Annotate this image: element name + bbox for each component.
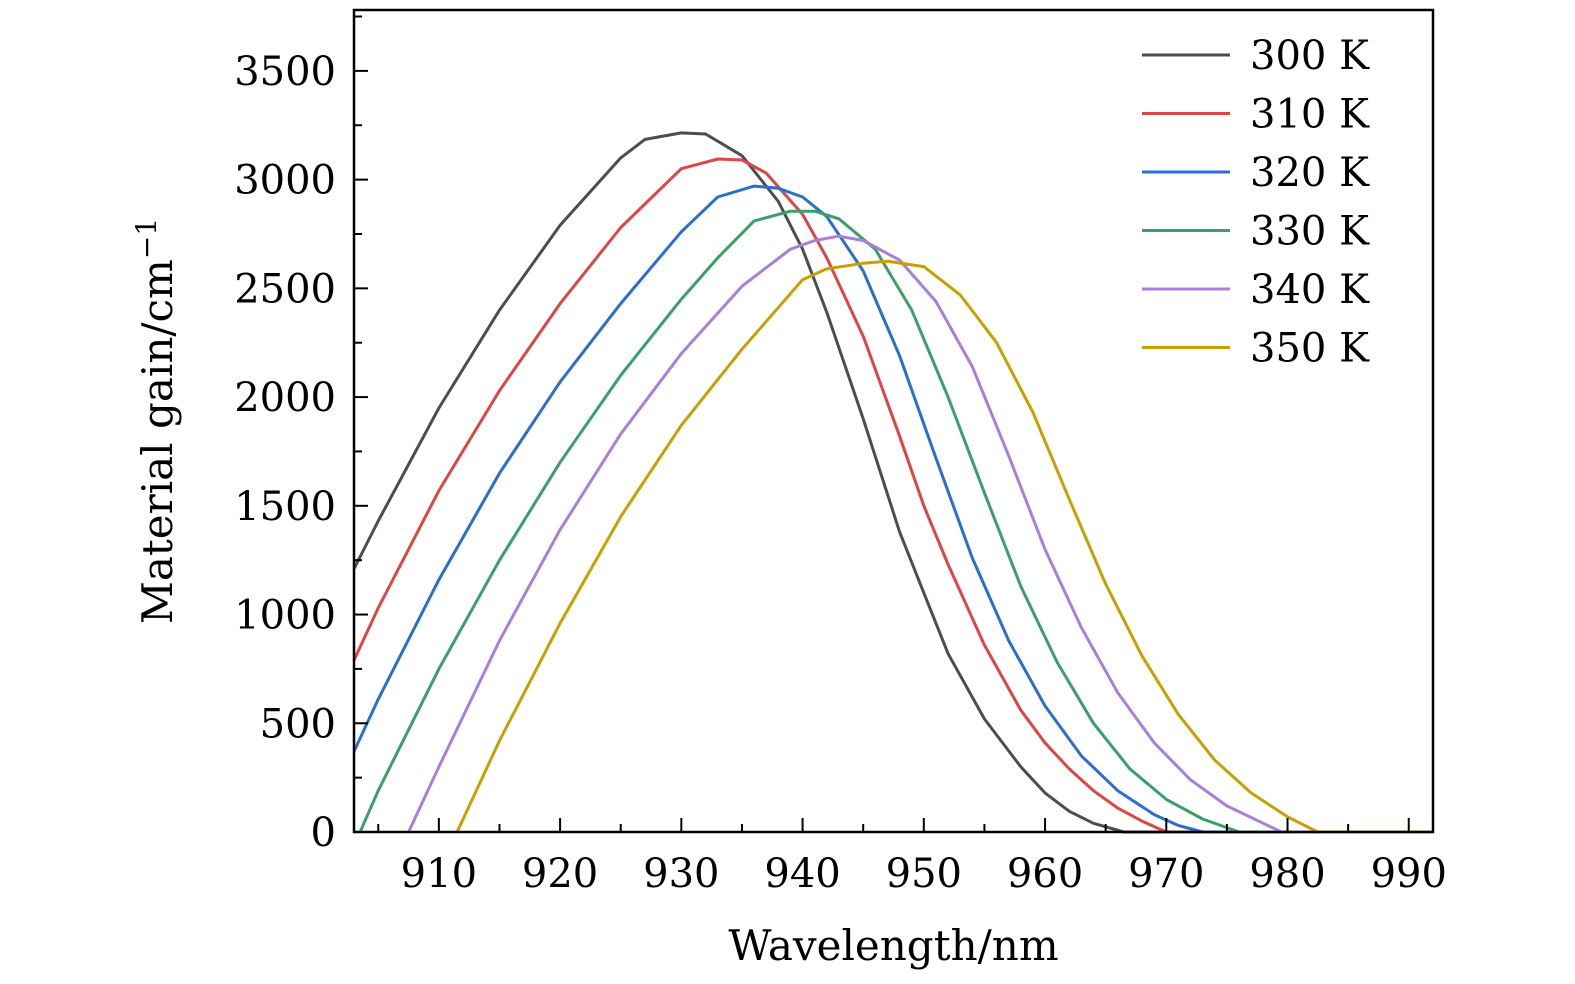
legend-label-3: 320 K <box>1250 150 1370 196</box>
legend-label-5: 340 K <box>1250 267 1370 313</box>
y-tick-label: 2000 <box>234 375 336 421</box>
x-tick-label: 990 <box>1371 851 1447 897</box>
y-tick-label: 2500 <box>234 266 336 312</box>
x-tick-label: 920 <box>522 851 598 897</box>
series-line-6 <box>455 259 1433 834</box>
y-tick-label: 1500 <box>234 484 336 530</box>
y-axis-title: Material gain/cm−1 <box>130 218 182 624</box>
series-layer <box>352 131 1433 834</box>
y-axis-title-main: Material gain/cm <box>133 259 182 624</box>
y-tick-label: 3500 <box>234 49 336 95</box>
y-tick-label: 0 <box>311 810 336 856</box>
legend-label-4: 330 K <box>1250 209 1370 255</box>
x-axis-title: Wavelength/nm <box>728 921 1058 970</box>
y-tick-label: 1000 <box>234 593 336 639</box>
x-tick-label: 910 <box>401 851 477 897</box>
series-line-1 <box>352 131 1433 834</box>
series-line-4 <box>358 209 1433 834</box>
series-line-5 <box>407 234 1433 834</box>
legend-label-6: 350 K <box>1250 326 1370 372</box>
y-axis-title-superscript: −1 <box>130 218 163 259</box>
legend-label-1: 300 K <box>1250 33 1370 79</box>
x-tick-label: 930 <box>643 851 719 897</box>
series-line-3 <box>352 184 1433 834</box>
x-tick-label: 940 <box>764 851 840 897</box>
plot-frame <box>352 8 1435 834</box>
legend: 300 K 310 K 320 K 330 K 340 K 350 K <box>1142 33 1370 372</box>
x-tick-label: 960 <box>1007 851 1083 897</box>
x-tick-label: 980 <box>1249 851 1325 897</box>
ticks-layer: 910 920 930 940 950 960 970 980 990 0 500 1000 1500 2… <box>234 15 1447 897</box>
series-line-2 <box>352 157 1433 834</box>
legend-label-2: 310 K <box>1250 92 1370 138</box>
x-tick-label: 970 <box>1128 851 1204 897</box>
x-tick-label: 950 <box>886 851 962 897</box>
y-tick-label: 500 <box>260 701 336 747</box>
y-tick-label: 3000 <box>234 158 336 204</box>
